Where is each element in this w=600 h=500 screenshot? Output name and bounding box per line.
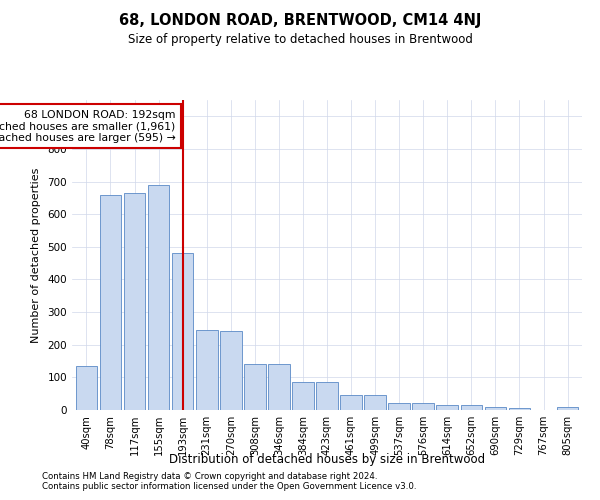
Bar: [509, 408, 530, 410]
Bar: [76, 366, 97, 410]
Bar: [316, 382, 338, 410]
Bar: [292, 382, 314, 410]
Bar: [436, 405, 458, 410]
Bar: [172, 254, 193, 410]
Bar: [268, 364, 290, 410]
Bar: [220, 330, 242, 410]
Bar: [388, 403, 410, 410]
Bar: [485, 406, 506, 410]
Text: Contains HM Land Registry data © Crown copyright and database right 2024.: Contains HM Land Registry data © Crown c…: [42, 472, 377, 481]
Bar: [557, 406, 578, 410]
Bar: [461, 405, 482, 410]
Bar: [100, 194, 121, 410]
Bar: [124, 193, 145, 410]
Y-axis label: Number of detached properties: Number of detached properties: [31, 168, 41, 342]
Bar: [196, 330, 218, 410]
Bar: [364, 394, 386, 410]
Bar: [412, 403, 434, 410]
Bar: [244, 364, 266, 410]
Text: 68, LONDON ROAD, BRENTWOOD, CM14 4NJ: 68, LONDON ROAD, BRENTWOOD, CM14 4NJ: [119, 12, 481, 28]
Text: Contains public sector information licensed under the Open Government Licence v3: Contains public sector information licen…: [42, 482, 416, 491]
Bar: [148, 185, 169, 410]
Bar: [340, 394, 362, 410]
Text: Distribution of detached houses by size in Brentwood: Distribution of detached houses by size …: [169, 452, 485, 466]
Text: Size of property relative to detached houses in Brentwood: Size of property relative to detached ho…: [128, 32, 472, 46]
Text: 68 LONDON ROAD: 192sqm
← 77% of detached houses are smaller (1,961)
23% of semi-: 68 LONDON ROAD: 192sqm ← 77% of detached…: [0, 110, 175, 143]
